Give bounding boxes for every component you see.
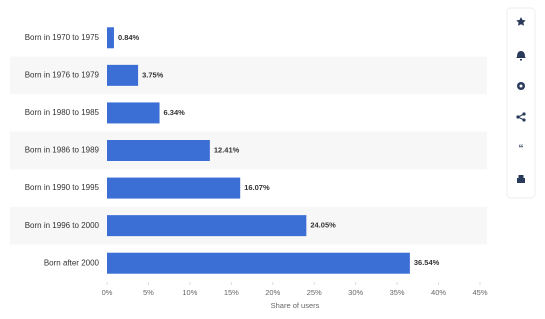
gear-hole [519,84,523,88]
bar [107,27,114,49]
print-icon[interactable] [517,175,525,183]
value-label: 24.05% [310,221,336,230]
toolbar-panel [506,7,536,199]
bar [107,64,139,86]
row-band [10,131,487,170]
y-tick-label: Born in 1986 to 1989 [25,146,100,155]
y-tick-label: Born in 1980 to 1985 [25,108,100,117]
value-label: 36.54% [414,258,440,267]
row-backgrounds [10,56,487,245]
row-band [10,56,487,95]
value-label: 16.07% [244,183,270,192]
y-tick-label: Born in 1970 to 1975 [25,33,100,42]
y-tick-label: Born in 1976 to 1979 [25,70,100,79]
x-tick-label: 25% [307,288,322,297]
x-axis-label: Share of users [271,301,320,310]
y-tick-label: Born after 2000 [44,258,100,267]
value-label: 0.84% [118,33,140,42]
bell-icon[interactable] [516,51,526,61]
bar [107,252,410,274]
side-toolbar: “ [506,7,536,199]
value-label: 3.75% [142,70,164,79]
y-tick-label: Born in 1990 to 1995 [25,183,100,192]
x-tick-label: 45% [472,288,487,297]
bar [107,140,210,161]
x-tick-label: 40% [431,288,446,297]
star-icon[interactable] [516,17,526,26]
share-icon[interactable] [516,112,526,122]
y-tick-label: Born in 1996 to 2000 [25,221,100,230]
x-tick-label: 10% [182,288,197,297]
x-tick-label: 35% [390,288,405,297]
bar [107,177,241,199]
value-label: 12.41% [214,145,240,154]
x-tick-label: 0% [102,288,113,297]
x-tick-label: 30% [348,288,363,297]
bar [107,215,307,237]
x-tick-label: 5% [143,288,154,297]
x-tick-label: 15% [224,288,239,297]
bar [107,102,160,124]
x-tick-label: 20% [265,288,280,297]
toolbar-icons[interactable]: “ [516,17,526,183]
value-label: 6.34% [164,108,186,117]
quote-icon[interactable]: “ [519,144,524,155]
